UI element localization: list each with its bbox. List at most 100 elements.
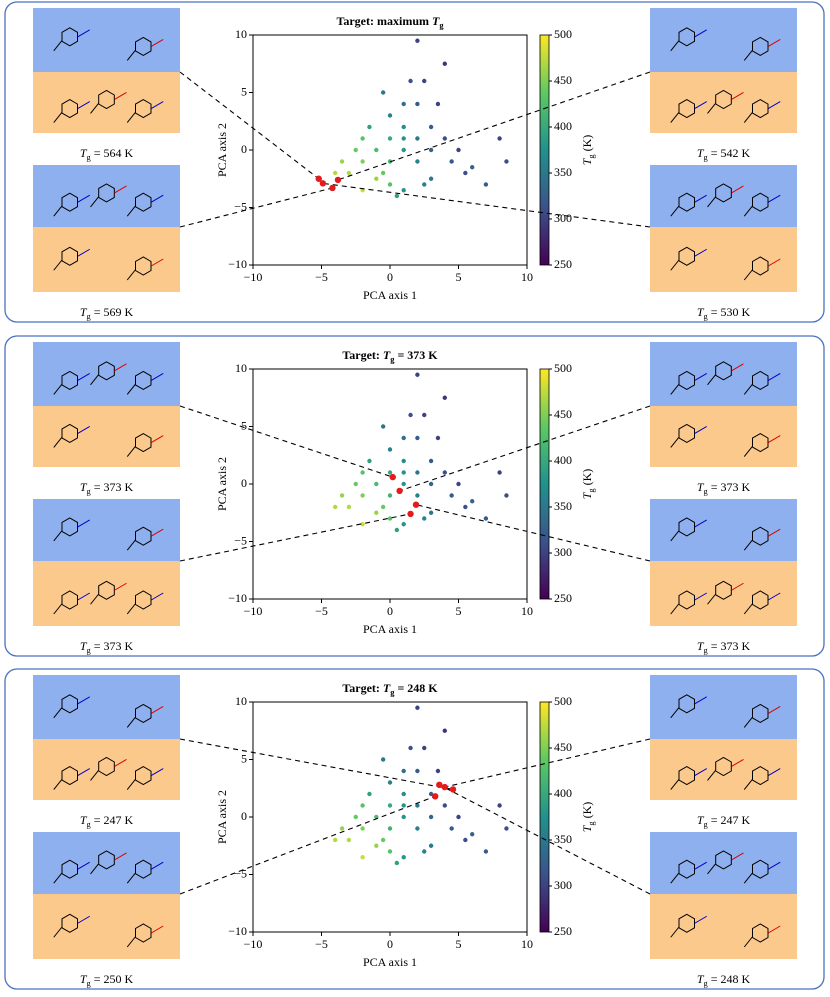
molecule-bond [114, 92, 127, 100]
molecule-bond [694, 29, 708, 38]
molecule-ring [98, 89, 115, 110]
data-point [428, 147, 434, 153]
highlight-point [436, 781, 443, 788]
molecule-ring [135, 36, 152, 56]
data-point [387, 826, 393, 831]
data-point [394, 860, 400, 866]
data-point [394, 527, 400, 533]
data-point [435, 435, 441, 441]
molecule-bond [150, 705, 164, 714]
molecule-bond [90, 770, 99, 781]
data-point [428, 176, 434, 181]
molecule-bond [767, 592, 781, 601]
y-tick-label: 10 [235, 361, 247, 375]
chart-title-part: Target: [342, 681, 383, 695]
colorbar-tick-label: 300 [554, 878, 572, 892]
data-point [367, 124, 372, 130]
connector [179, 738, 454, 790]
molecule-ring [678, 766, 695, 786]
data-point [415, 136, 420, 141]
x-tick-label: −5 [315, 604, 328, 618]
colorbar-tick-label: 250 [554, 924, 572, 938]
y-tick-label: −10 [228, 257, 247, 271]
molecule-ring [752, 590, 769, 610]
x-tick-label: −10 [244, 270, 263, 284]
data-point [387, 493, 393, 498]
molecule-bond [150, 38, 164, 47]
data-point [415, 38, 420, 43]
molecule-ring [678, 99, 695, 119]
molecule-ring [61, 766, 78, 786]
data-point [449, 826, 454, 831]
data-point [360, 470, 365, 475]
molecule-bond [670, 205, 680, 217]
molecule-bond [150, 528, 164, 537]
molecule-ring [752, 859, 769, 879]
colorbar-label-part: T [580, 491, 594, 499]
connector [439, 784, 651, 895]
molecule-label: Tg = 250 K [80, 972, 134, 989]
molecule-bond [670, 259, 680, 271]
data-point [422, 516, 427, 521]
molecule-label: Tg = 542 K [697, 146, 751, 163]
molecule-bond [126, 269, 136, 281]
molecule-bond [707, 593, 716, 605]
molecule-box-target [650, 832, 797, 894]
data-point [333, 504, 338, 510]
data-point [463, 504, 468, 510]
molecule-bond [694, 592, 708, 601]
molecule-ring [715, 756, 732, 777]
molecule-ring [752, 766, 769, 786]
panel-border [4, 335, 825, 657]
chart-title-part: g [390, 355, 395, 364]
molecule-bond [126, 872, 136, 884]
molecule-bond [53, 384, 63, 395]
data-point [401, 188, 406, 193]
data-point [394, 193, 400, 199]
colorbar-label-part: (K) [580, 802, 594, 822]
chart-title-part: T [383, 348, 391, 362]
molecule-ring [715, 89, 732, 110]
molecule-label: Tg = 373 K [80, 639, 134, 656]
y-axis-label: PCA axis 2 [215, 790, 229, 844]
molecule-label: Tg = 373 K [697, 639, 751, 656]
data-point [360, 493, 365, 498]
data-point [374, 176, 379, 181]
molecule-ring [61, 913, 78, 933]
molecule-bond [743, 872, 753, 884]
y-tick-label: −5 [234, 533, 247, 547]
molecule-bond [150, 435, 164, 444]
data-point [346, 837, 352, 843]
molecule-ring [678, 590, 695, 610]
highlight-point [315, 175, 322, 182]
molecule-bond [90, 103, 99, 114]
data-point [360, 855, 365, 860]
colorbar-label: Tg (K) [580, 469, 597, 500]
molecule-label-part: T [80, 146, 88, 160]
molecule-ring [135, 923, 152, 943]
highlight-point [396, 487, 403, 495]
molecule-bond [150, 372, 164, 381]
data-point [387, 447, 393, 452]
connector [179, 187, 333, 228]
x-tick-label: 5 [456, 270, 462, 284]
data-point [374, 510, 379, 515]
molecule-label-part: g [87, 312, 92, 321]
data-point [504, 826, 509, 831]
molecule-bond [707, 770, 716, 781]
molecule-bond [743, 269, 753, 281]
y-tick-label: −10 [228, 924, 247, 938]
molecule-ring [752, 526, 769, 546]
chart-title-part: T [432, 14, 440, 28]
data-point [435, 768, 441, 774]
molecule-bond [731, 852, 744, 861]
colorbar-tick-label: 400 [554, 119, 572, 133]
data-point [353, 481, 358, 487]
molecule-label-part: T [80, 639, 88, 653]
molecule-bond [114, 582, 127, 591]
molecule-ring [752, 433, 769, 453]
chart-title-part: g [390, 688, 395, 697]
molecule-label-part: = 530 K [708, 305, 751, 319]
y-tick-label: 5 [241, 418, 247, 432]
data-point [463, 170, 468, 176]
